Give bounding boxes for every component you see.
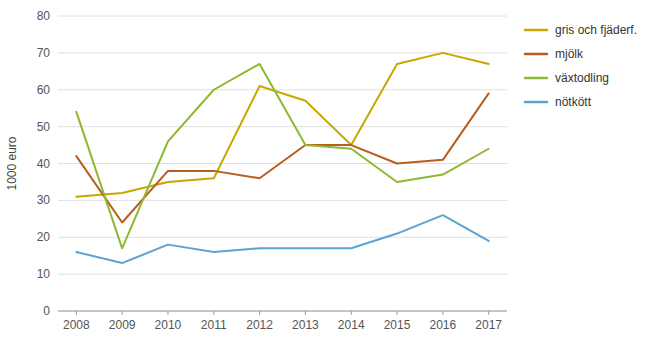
x-tick-label: 2013	[292, 318, 319, 332]
x-tick-label: 2014	[338, 318, 365, 332]
y-tick-label: 40	[37, 157, 51, 171]
y-tick-label: 80	[37, 9, 51, 23]
legend-swatch	[525, 53, 547, 56]
grid-line	[58, 274, 507, 275]
y-grid: 0 10 20 30 40 50 60 70 80	[37, 9, 507, 318]
x-tick-label: 2011	[201, 318, 227, 332]
y-tick-label: 70	[37, 46, 51, 60]
y-tick-label: 50	[37, 120, 51, 134]
x-tick	[213, 311, 214, 315]
grid-line	[58, 16, 507, 17]
legend-label: gris och fjäderf.	[555, 23, 637, 37]
legend-label: mjölk	[555, 47, 584, 61]
series-line	[76, 215, 488, 263]
chart: 0 10 20 30 40 50 60 70 80 2008 2009 2010 2011 2012 201…	[0, 0, 657, 345]
legend: gris och fjäderf. mjölk växtodling nötkött	[525, 23, 637, 109]
series-line	[76, 53, 488, 197]
x-tick-label: 2010	[155, 318, 182, 332]
series-line	[76, 93, 488, 222]
x-tick-label: 2009	[109, 318, 136, 332]
legend-label: växtodling	[555, 71, 609, 85]
x-tick-label: 2012	[246, 318, 273, 332]
grid-line	[58, 311, 507, 312]
grid-line	[58, 89, 507, 90]
x-tick	[76, 311, 77, 315]
grid-line	[58, 126, 507, 127]
x-tick	[442, 311, 443, 315]
grid-line	[58, 200, 507, 201]
y-tick-label: 10	[37, 267, 51, 281]
y-tick-label: 0	[43, 304, 50, 318]
legend-swatch	[525, 77, 547, 80]
legend-swatch	[525, 101, 547, 104]
x-tick	[167, 311, 168, 315]
x-tick	[351, 311, 352, 315]
y-axis-label: 1000 euro	[5, 136, 19, 190]
x-tick-label: 2008	[63, 318, 90, 332]
grid-line	[58, 163, 507, 164]
x-tick	[488, 311, 489, 315]
legend-label: nötkött	[555, 95, 592, 109]
x-tick	[305, 311, 306, 315]
x-tick	[259, 311, 260, 315]
y-tick-label: 60	[37, 83, 51, 97]
lines	[76, 53, 488, 263]
y-tick-label: 20	[37, 230, 51, 244]
x-tick	[397, 311, 398, 315]
x-tick-label: 2016	[430, 318, 457, 332]
x-tick	[122, 311, 123, 315]
x-ticks: 2008 2009 2010 2011 2012 2013 2014 2015 2016 2017	[63, 311, 502, 332]
x-tick-label: 2017	[475, 318, 502, 332]
x-tick-label: 2015	[384, 318, 411, 332]
y-tick-label: 30	[37, 193, 51, 207]
grid-line	[58, 237, 507, 238]
x-axis-line	[58, 311, 507, 312]
legend-swatch	[525, 29, 547, 32]
